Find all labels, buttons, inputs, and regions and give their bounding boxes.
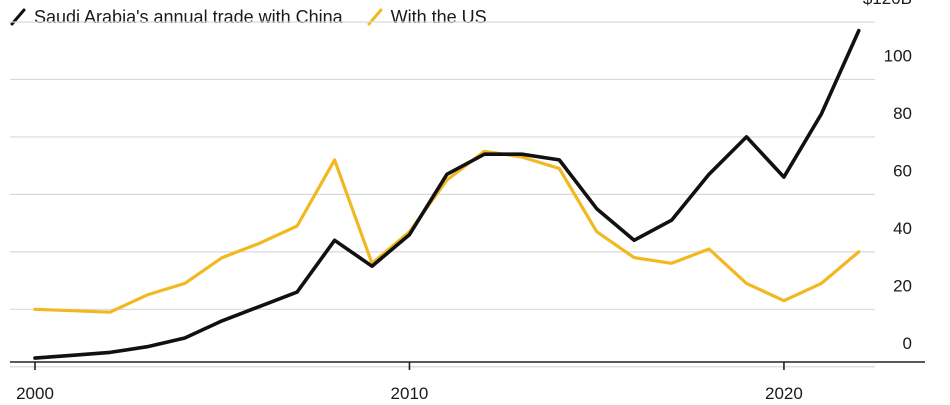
- y-tick-label-120: $120B: [863, 0, 912, 8]
- x-tick-label-2020: 2020: [765, 384, 803, 403]
- x-tick-label-2000: 2000: [16, 384, 54, 403]
- y-tick-label-80: 80: [893, 104, 912, 123]
- y-tick-label-40: 40: [893, 219, 912, 238]
- y-tick-label-100: 100: [884, 46, 912, 65]
- y-tick-label-20: 20: [893, 276, 912, 295]
- series-line-us: [33, 149, 861, 314]
- series-line-china: [33, 28, 861, 360]
- y-tick-label-60: 60: [893, 161, 912, 180]
- x-tick-label-2010: 2010: [391, 384, 429, 403]
- y-tick-label-0: 0: [903, 334, 912, 353]
